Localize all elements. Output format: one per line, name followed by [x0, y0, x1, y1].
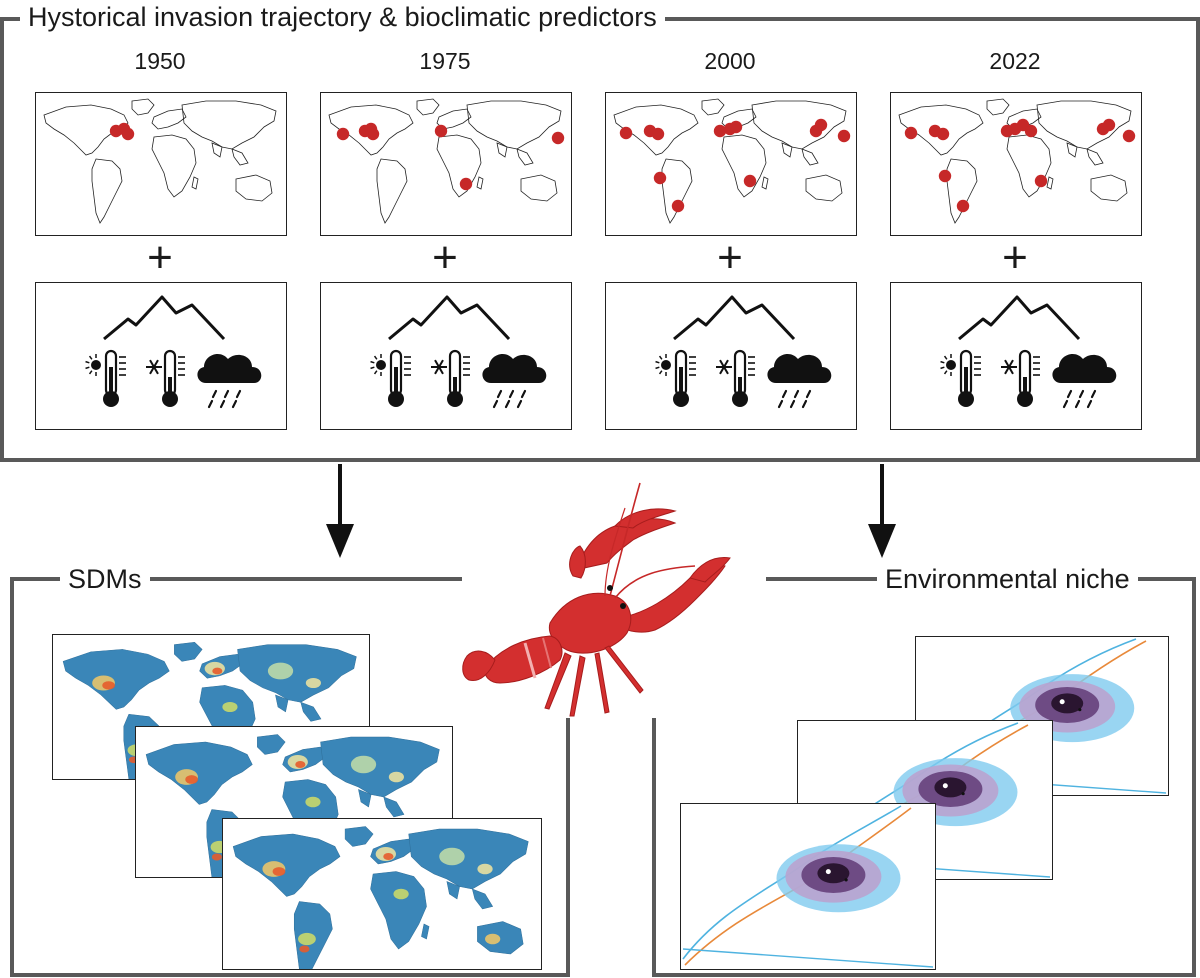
snow-thermometer-icon: [431, 349, 470, 407]
down-arrow-icon: [868, 464, 896, 558]
down-arrow-icon: [326, 464, 354, 558]
snow-thermometer-icon: [1001, 349, 1040, 407]
occurrence-point: [743, 174, 757, 188]
occurrence-point: [938, 169, 952, 183]
sun-thermometer-icon: [85, 349, 126, 407]
sdm-frame-left: [10, 577, 14, 977]
plus-sign-1950: +: [147, 233, 173, 282]
mountain-icon: [673, 295, 796, 341]
plus-sign-2022: +: [1002, 233, 1028, 282]
year-label-2000: 2000: [704, 48, 756, 74]
mountain-icon: [958, 295, 1081, 341]
occurrence-point: [121, 127, 135, 141]
sdm-section-title: SDMs: [60, 562, 150, 596]
occurrence-point: [814, 118, 828, 132]
top-panel-title: Hystorical invasion trajectory & bioclim…: [20, 0, 665, 34]
bioclimatic-predictors-2022: [890, 282, 1142, 430]
occurrence-point: [729, 120, 743, 134]
sun-thermometer-icon: [940, 349, 981, 407]
niche-frame-right: [1192, 577, 1196, 977]
occurrence-point: [671, 199, 685, 213]
occurrence-point: [1102, 118, 1116, 132]
rain-cloud-icon: [1052, 353, 1117, 409]
occurrence-point: [653, 171, 667, 185]
niche-frame-left: [652, 718, 656, 977]
occurrence-point: [713, 124, 727, 138]
rain-cloud-icon: [197, 353, 262, 409]
sdm-frame-top: [10, 577, 462, 581]
occurrence-point: [459, 177, 473, 191]
top-frame-left: [0, 17, 4, 462]
occurrence-point: [434, 124, 448, 138]
year-label-2022: 2022: [989, 48, 1041, 74]
crayfish-icon: [462, 482, 731, 717]
sdm-frame-right: [566, 718, 570, 977]
plus-sign-2000: +: [717, 233, 743, 282]
sdm-map-3: [222, 818, 542, 970]
snow-thermometer-icon: [146, 349, 185, 407]
occurrence-point: [1024, 124, 1038, 138]
sdm-frame-bottom: [10, 973, 570, 977]
occurrence-point: [936, 127, 950, 141]
occurrence-point: [837, 129, 851, 143]
occurrence-point: [651, 127, 665, 141]
year-label-1975: 1975: [419, 48, 471, 74]
occurrence-point: [956, 199, 970, 213]
world-map-1950: [35, 92, 287, 236]
sun-thermometer-icon: [370, 349, 411, 407]
year-label-1950: 1950: [134, 48, 186, 74]
bioclimatic-predictors-1950: [35, 282, 287, 430]
mountain-icon: [103, 295, 226, 341]
world-map-1975: [320, 92, 572, 236]
niche-plot-3: [680, 803, 936, 970]
bioclimatic-predictors-1975: [320, 282, 572, 430]
occurrence-point: [551, 131, 565, 145]
niche-frame-bottom: [652, 973, 1196, 977]
world-map-2022: [890, 92, 1142, 236]
occurrence-point: [904, 126, 918, 140]
rain-cloud-icon: [482, 353, 547, 409]
occurrence-point: [1034, 174, 1048, 188]
occurrence-point: [1122, 129, 1136, 143]
rain-cloud-icon: [767, 353, 832, 409]
top-frame-bottom: [0, 458, 1200, 462]
bioclimatic-predictors-2000: [605, 282, 857, 430]
occurrence-point: [619, 126, 633, 140]
sun-thermometer-icon: [655, 349, 696, 407]
mountain-icon: [388, 295, 511, 341]
niche-plot-2: [797, 720, 1053, 880]
niche-section-title: Environmental niche: [877, 562, 1138, 596]
world-map-2000: [605, 92, 857, 236]
top-frame-right: [1196, 17, 1200, 462]
snow-thermometer-icon: [716, 349, 755, 407]
occurrence-point: [336, 127, 350, 141]
plus-sign-1975: +: [432, 233, 458, 282]
occurrence-point: [364, 122, 378, 136]
